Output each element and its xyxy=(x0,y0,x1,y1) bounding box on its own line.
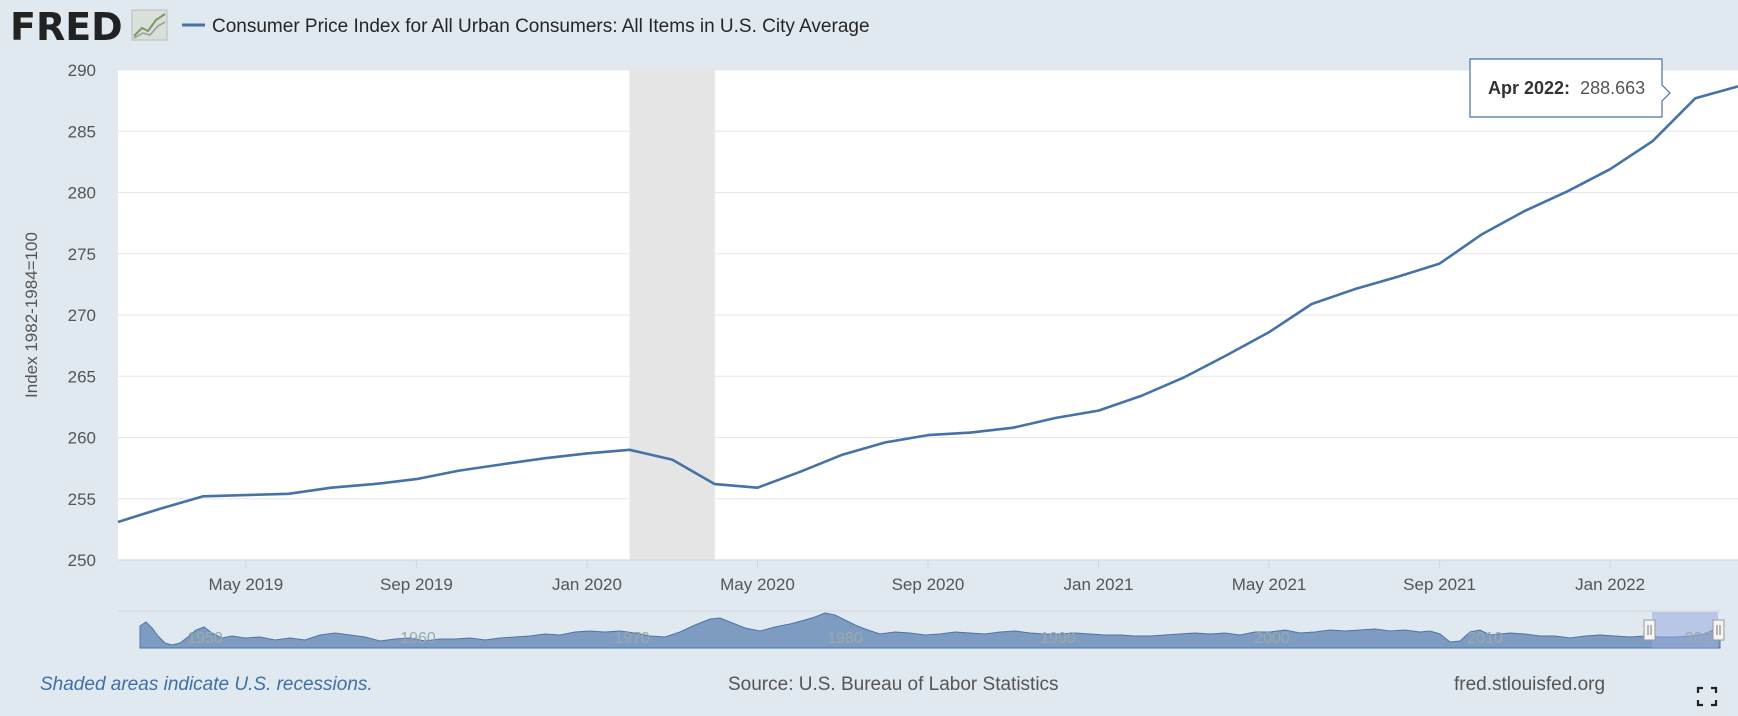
grid-layer xyxy=(118,69,1738,561)
navigator-year-label: 1990 xyxy=(1040,630,1076,647)
navigator[interactable]: 1950 1960 1970 1980 1990 2000 2010 202 xyxy=(118,610,1725,649)
legend-label[interactable]: Consumer Price Index for All Urban Consu… xyxy=(212,16,870,37)
navigator-series-area xyxy=(139,612,1721,649)
fred-logo-text: FRED xyxy=(10,5,123,49)
y-tick-label: 280 xyxy=(68,184,96,203)
tooltip-label: Apr 2022: xyxy=(1488,78,1570,98)
x-tick-label: Jan 2021 xyxy=(1064,575,1134,594)
source-text: Source: U.S. Bureau of Labor Statistics xyxy=(728,674,1059,695)
navigator-selection[interactable] xyxy=(1652,612,1718,648)
y-axis-label: Index 1982-1984=100 xyxy=(22,232,41,398)
recession-note: Shaded areas indicate U.S. recessions. xyxy=(40,674,373,695)
navigator-year-label: 1980 xyxy=(827,630,863,647)
navigator-labels: 1950 1960 1970 1980 1990 2000 2010 202 xyxy=(187,630,1711,647)
x-tick-label: Sep 2021 xyxy=(1403,575,1476,594)
navigator-year-label: 2010 xyxy=(1467,630,1503,647)
navigator-right-handle[interactable] xyxy=(1712,619,1725,641)
tooltip: Apr 2022: 288.663 xyxy=(1469,58,1671,118)
y-tick-label: 265 xyxy=(68,367,96,386)
site-link[interactable]: fred.stlouisfed.org xyxy=(1454,674,1605,695)
tooltip-value: 288.663 xyxy=(1580,78,1645,98)
line-graph-icon xyxy=(131,9,168,41)
y-tick-label: 270 xyxy=(68,306,96,325)
navigator-year-label: 2000 xyxy=(1254,630,1290,647)
x-tick-label: Jan 2020 xyxy=(552,575,622,594)
y-tick-label: 255 xyxy=(68,490,96,509)
cpi-series-line[interactable] xyxy=(117,85,1738,524)
y-tick-label: 275 xyxy=(68,245,96,264)
navigator-left-handle[interactable] xyxy=(1643,619,1656,641)
y-tick-label: 290 xyxy=(68,61,96,80)
x-axis-ticks: May 2019 Sep 2019 Jan 2020 May 2020 Sep 2020… xyxy=(209,560,1645,594)
navigator-year-label: 1950 xyxy=(187,630,223,647)
y-tick-label: 285 xyxy=(68,122,96,141)
tooltip-box xyxy=(1469,58,1671,118)
fred-logo[interactable]: FRED xyxy=(10,5,123,49)
x-tick-label: Jan 2022 xyxy=(1575,575,1645,594)
x-tick-label: May 2021 xyxy=(1232,575,1307,594)
svg-text:Apr 2022: 288.663: Apr 2022: 288.663 xyxy=(1488,78,1645,98)
y-tick-label: 260 xyxy=(68,429,96,448)
x-tick-label: May 2020 xyxy=(720,575,795,594)
series-layer[interactable] xyxy=(117,85,1738,524)
navigator-year-label: 1970 xyxy=(614,630,650,647)
navigator-year-label: 1960 xyxy=(400,630,436,647)
x-tick-label: May 2019 xyxy=(209,575,284,594)
x-tick-label: Sep 2020 xyxy=(892,575,965,594)
y-axis-ticks: 250 255 260 265 270 275 280 285 290 xyxy=(68,61,96,570)
fullscreen-icon[interactable] xyxy=(1696,686,1718,707)
x-tick-label: Sep 2019 xyxy=(380,575,453,594)
navigator-year-label: 202 xyxy=(1685,630,1712,647)
y-tick-label: 250 xyxy=(68,551,96,570)
